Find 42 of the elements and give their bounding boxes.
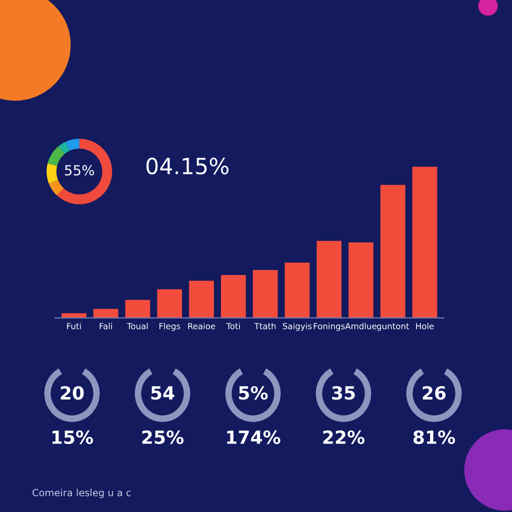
x-tick-label: Toti (226, 322, 240, 330)
x-tick-label: Amdlue (345, 322, 376, 330)
donut-slice (46, 163, 58, 184)
text: 174% (227, 430, 280, 444)
x-tick-label: Fali (100, 322, 112, 330)
text: 25% (142, 430, 184, 444)
x-tick-label: Ttath (254, 322, 276, 330)
x-tick-label: Hole (416, 322, 434, 330)
x-tick-label: Flegs (159, 322, 180, 331)
annotation: 04.15% (146, 158, 229, 174)
bar (284, 262, 310, 318)
donut-slice (65, 138, 80, 151)
x-tick-label: guntont (376, 323, 410, 331)
bar (189, 280, 214, 318)
bar (252, 270, 278, 318)
x-tick-label: Toual (126, 322, 148, 330)
text: 15% (52, 430, 94, 444)
bar (157, 289, 182, 318)
text: 26 (422, 386, 446, 400)
donut-slice (48, 180, 64, 196)
text: 54 (151, 386, 174, 400)
bar (380, 184, 406, 318)
bar (348, 242, 374, 318)
bar (125, 300, 150, 318)
text: 22% (323, 430, 365, 444)
bar (412, 166, 438, 318)
bar (93, 308, 118, 318)
donut-slice (56, 138, 112, 204)
bar (316, 240, 342, 318)
text: Comeira lesleg u a c (32, 488, 131, 498)
x-tick-label: Futi (67, 322, 81, 330)
x-tick-label: Fonings (314, 322, 345, 331)
annotation: 55% (64, 165, 94, 176)
text: 20 (60, 386, 84, 400)
donut-slice (48, 146, 65, 166)
x-tick-label: Saigyis (282, 322, 312, 331)
x-tick-label: Reaioe (188, 322, 216, 330)
bar (220, 275, 246, 318)
text: 5% (239, 386, 268, 400)
text: 81% (413, 430, 456, 444)
donut-slice (58, 142, 70, 154)
text: 35 (332, 386, 355, 400)
